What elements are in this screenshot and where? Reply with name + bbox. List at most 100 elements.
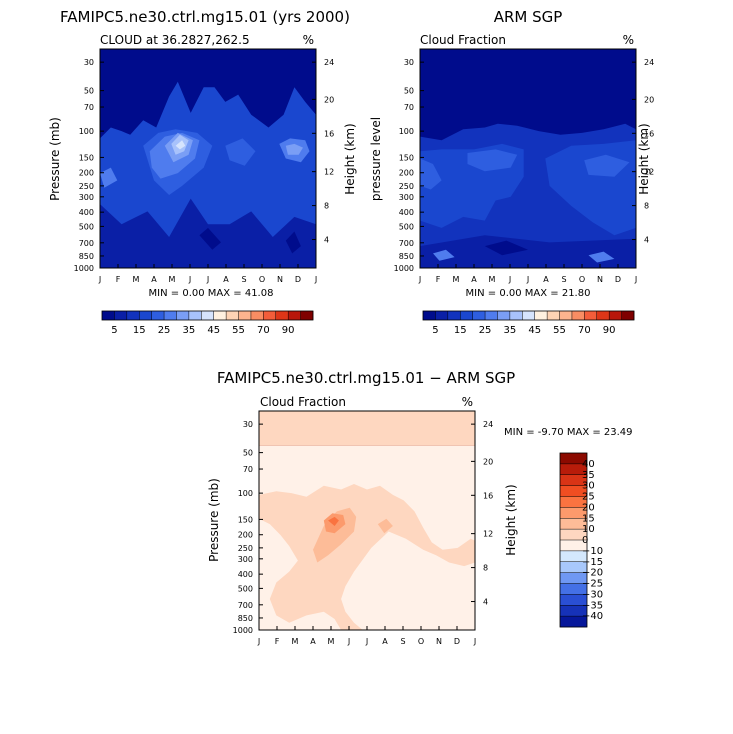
colorbar-label: 35 xyxy=(582,470,595,481)
x-tick-label: F xyxy=(275,637,280,646)
colorbar-swatch xyxy=(596,311,610,320)
colorbar-swatch xyxy=(560,550,587,563)
y2-tick-label: 12 xyxy=(483,530,493,539)
colorbar-swatch xyxy=(126,311,140,320)
contour-region-2 xyxy=(259,484,475,630)
colorbar-swatch xyxy=(151,311,165,320)
colorbar-swatch xyxy=(509,311,523,320)
colorbar-label: 70 xyxy=(578,325,591,336)
x-tick-label: M xyxy=(489,275,496,284)
y2-axis-label: Height (km) xyxy=(637,123,651,194)
colorbar-swatch xyxy=(447,311,461,320)
x-tick-label: A xyxy=(223,275,229,284)
x-tick-label: N xyxy=(277,275,283,284)
y-tick-label: 50 xyxy=(404,87,414,96)
panel-3: FAMIPC5.ne30.ctrl.mg15.01 − ARM SGP Cloud… xyxy=(207,369,633,646)
y-tick-label: 50 xyxy=(84,87,94,96)
colorbar-swatch xyxy=(275,311,289,320)
colorbar-label: −40 xyxy=(582,611,603,622)
y-tick-label: 70 xyxy=(243,465,253,474)
y-tick-label: 70 xyxy=(84,103,94,112)
contour-region-6 xyxy=(420,235,636,268)
y-tick-label: 100 xyxy=(399,127,414,136)
colorbar: 5 15 25 35 45 55 70 90 xyxy=(101,310,314,336)
colorbar-label: −20 xyxy=(582,568,603,579)
contour-region-5 xyxy=(584,154,630,177)
colorbar-swatch xyxy=(560,453,587,465)
y2-tick-label: 8 xyxy=(483,564,488,573)
colorbar-swatch xyxy=(560,540,587,552)
y-tick-label: 1000 xyxy=(233,626,253,635)
y2-tick-label: 16 xyxy=(644,129,654,138)
y-tick-label: 1000 xyxy=(74,264,94,273)
y2-tick-label: 20 xyxy=(483,457,493,466)
contour-region-10 xyxy=(285,143,303,155)
colorbar-label: 25 xyxy=(479,325,492,336)
colorbar-swatch xyxy=(435,311,449,320)
colorbar-swatch xyxy=(560,572,587,584)
colorbar-frame xyxy=(101,310,314,321)
colorbar-swatch xyxy=(560,594,587,606)
contour-region-2 xyxy=(199,227,221,250)
colorbar-swatch xyxy=(250,311,264,320)
colorbar-label: 35 xyxy=(183,325,196,336)
y-tick-label: 250 xyxy=(79,182,94,191)
contour-region-6 xyxy=(328,516,339,526)
x-tick-label: M xyxy=(292,637,299,646)
panel-subtitle: CLOUD at 36.2827,262.5 xyxy=(100,33,250,47)
y-tick-label: 850 xyxy=(238,614,253,623)
colorbar-swatch xyxy=(560,605,587,617)
panel-title: FAMIPC5.ne30.ctrl.mg15.01 − ARM SGP xyxy=(217,369,515,387)
panel-subtitle: Cloud Fraction xyxy=(260,395,346,409)
colorbar-label: 0 xyxy=(582,535,588,546)
y2-axis-label: Height (km) xyxy=(343,123,357,194)
colorbar-swatch xyxy=(560,518,587,530)
y-tick-label: 700 xyxy=(238,601,253,610)
colorbar-label: 45 xyxy=(528,325,541,336)
x-tick-label: M xyxy=(169,275,176,284)
colorbar-swatch xyxy=(560,463,587,476)
colorbar-swatch xyxy=(497,311,511,320)
y-tick-label: 100 xyxy=(238,489,253,498)
colorbar-label: 15 xyxy=(454,325,467,336)
y-tick-label: 850 xyxy=(79,252,94,261)
x-tick-label: S xyxy=(400,637,405,646)
x-tick-label: A xyxy=(543,275,549,284)
y-tick-label: 250 xyxy=(399,182,414,191)
x-tick-label: O xyxy=(579,275,585,284)
y-tick-label: 300 xyxy=(399,193,414,202)
x-tick-label: S xyxy=(561,275,566,284)
colorbar-label: 20 xyxy=(582,502,595,513)
y-tick-label: 300 xyxy=(238,555,253,564)
contour-region-3 xyxy=(420,158,442,190)
x-tick-label: J xyxy=(206,275,209,284)
colorbar-label: 45 xyxy=(207,325,220,336)
colorbar-swatch xyxy=(560,529,587,541)
colorbar-label: 55 xyxy=(232,325,245,336)
colorbar-swatch xyxy=(238,311,252,320)
x-tick-label: J xyxy=(508,275,511,284)
units-label: % xyxy=(623,33,634,47)
y-tick-label: 250 xyxy=(238,544,253,553)
colorbar-label: 40 xyxy=(582,459,595,470)
y-tick-label: 400 xyxy=(399,208,414,217)
x-tick-label: F xyxy=(116,275,121,284)
y2-tick-label: 4 xyxy=(483,598,488,607)
y2-tick-label: 24 xyxy=(644,58,654,67)
min-max-stats: MIN = -9.70 MAX = 23.49 xyxy=(504,427,633,438)
y-tick-label: 200 xyxy=(399,169,414,178)
colorbar-swatch xyxy=(560,583,587,595)
y2-tick-label: 20 xyxy=(644,95,654,104)
colorbar-label: 15 xyxy=(582,513,595,524)
contour-region-3 xyxy=(285,231,301,254)
y-tick-label: 70 xyxy=(404,103,414,112)
colorbar-swatch xyxy=(288,311,301,320)
y-axis-label: Pressure (mb) xyxy=(207,478,221,562)
y-tick-label: 1000 xyxy=(394,264,414,273)
y-tick-label: 700 xyxy=(79,239,94,248)
x-tick-label: F xyxy=(436,275,441,284)
colorbar-swatch xyxy=(213,311,227,320)
units-label: % xyxy=(462,395,473,409)
colorbar-swatch xyxy=(560,485,587,497)
colorbar-label: 15 xyxy=(133,325,146,336)
